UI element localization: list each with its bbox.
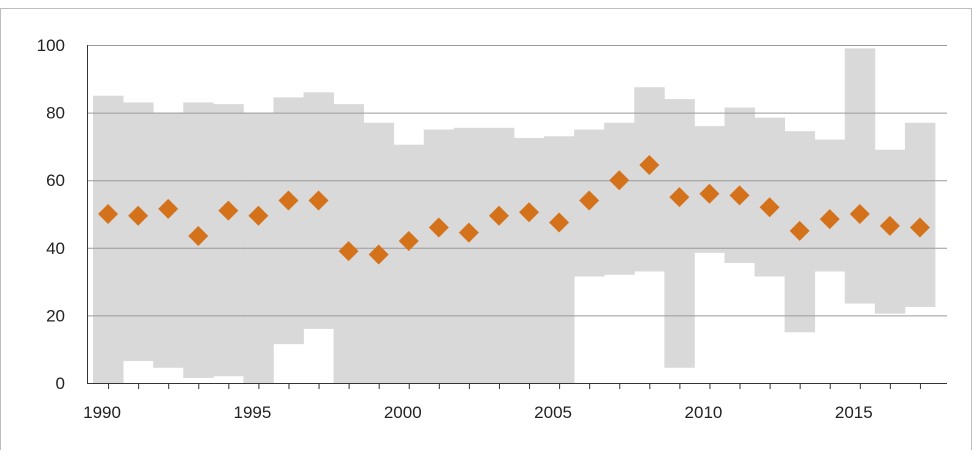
- range-band-1995: [243, 112, 274, 383]
- data-point-2001: [428, 217, 449, 238]
- range-band-1991: [123, 102, 154, 362]
- range-band-2008: [634, 87, 665, 272]
- data-point-2006: [579, 190, 600, 211]
- data-point-1995: [248, 205, 269, 226]
- range-band-2005: [544, 136, 575, 383]
- range-band-1992: [153, 112, 184, 368]
- x-tick-label-2010: 2010: [685, 403, 723, 422]
- x-tick-label-2005: 2005: [534, 403, 572, 422]
- data-point-2003: [488, 205, 509, 226]
- data-point-1996: [278, 190, 299, 211]
- data-point-2008: [639, 154, 660, 175]
- data-point-2012: [759, 197, 780, 218]
- x-tick-label-1990: 1990: [83, 403, 121, 422]
- range-band-2007: [604, 122, 635, 275]
- data-point-1994: [218, 200, 239, 221]
- data-point-1991: [128, 205, 149, 226]
- axes: [87, 45, 947, 389]
- data-point-2011: [729, 185, 750, 206]
- range-band-2015: [844, 48, 876, 304]
- range-band-2014: [814, 139, 846, 272]
- range-band-2002: [453, 127, 485, 383]
- y-tick-label-60: 60: [46, 171, 65, 190]
- data-point-2004: [519, 202, 540, 223]
- data-point-1993: [188, 225, 209, 246]
- range-band-2003: [483, 127, 515, 383]
- data-point-2014: [819, 209, 840, 230]
- y-tick-labels: 0 20 40 60 80 100: [37, 36, 65, 393]
- range-band-2017: [904, 122, 936, 307]
- y-tick-label-80: 80: [46, 104, 65, 123]
- data-point-2017: [909, 217, 930, 238]
- data-point-1992: [158, 198, 179, 219]
- data-point-2000: [398, 231, 419, 252]
- data-point-2013: [789, 220, 810, 241]
- y-tick-label-100: 100: [37, 36, 65, 55]
- x-tick-label-2000: 2000: [384, 403, 422, 422]
- range-band-2000: [393, 144, 425, 383]
- range-band-1997: [303, 92, 334, 329]
- range-band-2009: [664, 99, 695, 368]
- range-band-1994: [213, 104, 244, 377]
- range-band: [93, 48, 936, 384]
- range-band-2012: [754, 117, 786, 277]
- y-tick-label-20: 20: [46, 306, 65, 325]
- y-tick-label-0: 0: [56, 374, 65, 393]
- data-point-1990: [98, 204, 119, 224]
- range-band-2011: [724, 107, 755, 264]
- range-band-2004: [513, 137, 545, 383]
- data-points: [98, 154, 930, 265]
- range-band-2001: [423, 129, 455, 383]
- data-point-2010: [699, 183, 720, 204]
- data-point-2015: [849, 204, 870, 224]
- data-point-2005: [549, 212, 570, 233]
- gridlines: [87, 45, 947, 317]
- data-point-1997: [308, 190, 329, 211]
- range-band-1990: [93, 95, 124, 383]
- x-tick-labels: 1990 1995 2000 2005 2010 2015: [83, 403, 873, 422]
- range-band-1996: [273, 97, 304, 345]
- x-tick-label-2015: 2015: [835, 403, 873, 422]
- data-point-2007: [609, 170, 630, 191]
- data-point-2016: [879, 215, 900, 236]
- y-tick-label-40: 40: [46, 239, 65, 258]
- data-point-1999: [368, 244, 389, 265]
- data-point-2002: [458, 222, 479, 243]
- data-point-1998: [338, 241, 359, 262]
- x-tick-label-1995: 1995: [233, 403, 271, 422]
- data-point-2009: [669, 187, 690, 208]
